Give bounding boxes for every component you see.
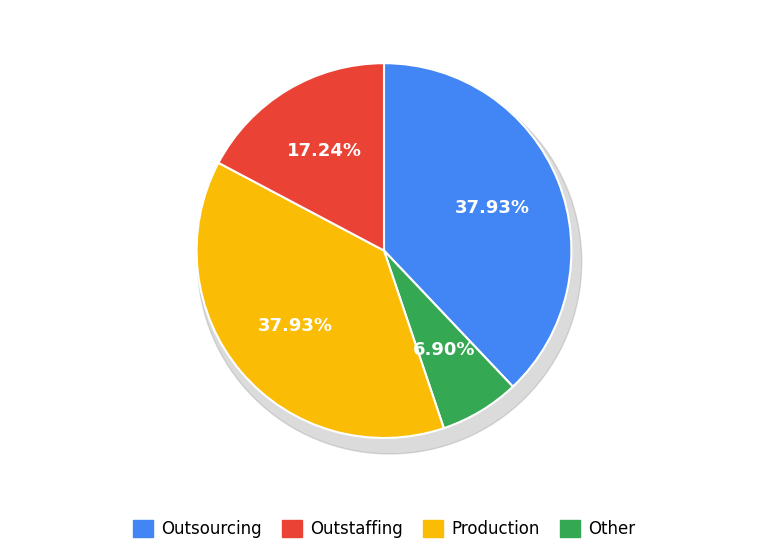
Text: 37.93%: 37.93%: [455, 199, 529, 217]
Wedge shape: [384, 250, 513, 428]
Text: 6.90%: 6.90%: [412, 341, 475, 359]
Text: 37.93%: 37.93%: [258, 317, 333, 335]
Wedge shape: [384, 63, 571, 387]
Legend: Outsourcing, Outstaffing, Production, Other: Outsourcing, Outstaffing, Production, Ot…: [126, 513, 642, 543]
Text: 17.24%: 17.24%: [286, 142, 362, 160]
Wedge shape: [218, 63, 384, 250]
Wedge shape: [197, 163, 444, 438]
Ellipse shape: [197, 70, 581, 454]
